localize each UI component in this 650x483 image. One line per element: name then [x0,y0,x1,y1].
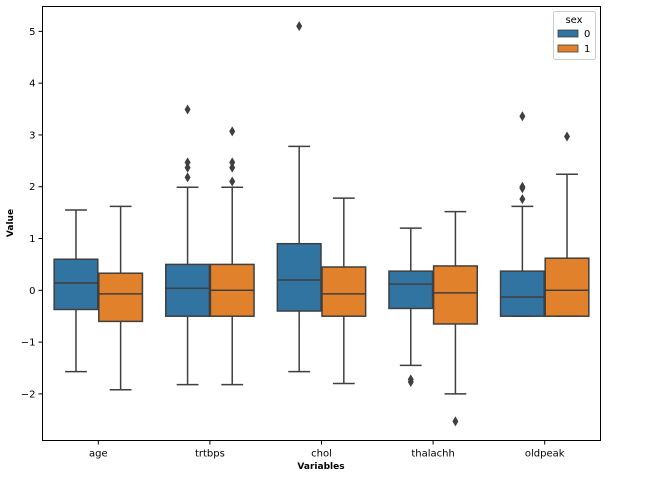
legend-label-0: 0 [584,29,590,40]
box-oldpeak-sex-0 [499,111,545,317]
y-tick-label: −2 [21,389,36,400]
x-tick-label: oldpeak [525,449,565,460]
box-iqr [53,258,99,311]
legend-title: sex [565,15,582,26]
outlier-point [184,104,191,115]
legend-swatch-1 [557,44,579,53]
y-tick-label: 0 [29,286,35,297]
x-tick-label: thalachh [411,449,454,460]
box-iqr [544,257,590,317]
box-trtbps-sex-0 [165,104,211,386]
outlier-point [229,162,236,173]
box-iqr [165,263,211,317]
y-tick-label: 3 [29,130,35,141]
y-axis-label: Value [6,209,16,237]
outlier-point [229,176,236,187]
x-axis-label: Variables [297,462,344,472]
outlier-point [519,181,526,192]
box-iqr [499,270,545,317]
x-tick-label: trtbps [195,449,225,460]
outlier-point [452,416,459,427]
box-thalachh-sex-0 [388,227,434,387]
box-trtbps-sex-1 [209,126,255,386]
box-iqr [276,242,322,312]
y-tick-label: 1 [29,234,35,245]
legend-label-1: 1 [584,44,590,55]
outlier-point [564,131,571,142]
outlier-point [184,157,191,168]
box-oldpeak-sex-1 [544,131,590,317]
outlier-point [519,194,526,205]
y-tick-label: −1 [21,338,36,349]
outlier-point [184,162,191,173]
outlier-point [407,376,414,387]
outlier-point [519,111,526,122]
y-tick-label: 4 [29,79,35,90]
x-tick-label: age [89,449,108,460]
box-age-sex-1 [98,205,144,391]
y-tick-label: 2 [29,182,35,193]
box-iqr [432,265,478,325]
legend: sex 0 1 [553,11,596,60]
outlier-point [229,126,236,137]
box-iqr [388,270,434,310]
plot-frame [42,6,601,441]
outlier-point [229,157,236,168]
box-chol-sex-1 [321,197,367,385]
y-tick-label: 5 [29,27,35,38]
box-iqr [98,272,144,323]
x-tick-label: chol [311,449,332,460]
box-age-sex-0 [53,209,99,373]
outlier-point [296,21,303,32]
box-chol-sex-0 [276,21,322,373]
box-thalachh-sex-1 [432,210,478,427]
legend-swatch-0 [557,29,579,38]
box-iqr [321,266,367,317]
outlier-point [184,172,191,183]
